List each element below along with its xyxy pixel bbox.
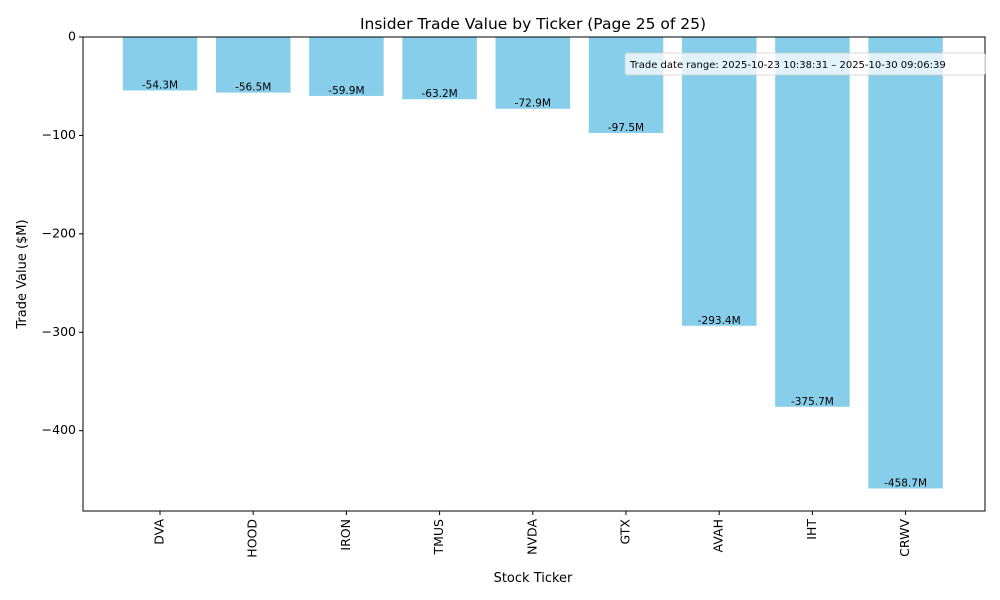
bar-labels-group: -54.3M -56.5M -59.9M -63.2M -72.9M -97.5M -293… (142, 79, 927, 489)
x-tick-label: TMUS (431, 519, 446, 556)
bar-dva (122, 37, 198, 91)
bar-hood (215, 37, 291, 93)
x-tick-label: DVA (152, 519, 167, 545)
bar-nvda (495, 37, 571, 109)
y-tick-label: −300 (42, 324, 76, 339)
bar-avah (681, 37, 757, 326)
bar-gtx (588, 37, 664, 133)
bar-value-label: -54.3M (142, 79, 178, 91)
bar-value-label: -458.7M (884, 477, 927, 489)
x-tick-label: AVAH (711, 519, 726, 552)
bar-tmus (402, 37, 477, 100)
bar-value-label: -63.2M (421, 88, 457, 100)
x-axis-title: Stock Ticker (494, 571, 573, 586)
x-tick-label: GTX (618, 519, 633, 545)
x-tick-label: IRON (338, 519, 353, 551)
y-tick-label: −400 (42, 422, 76, 437)
y-tick-label: −200 (42, 225, 76, 240)
x-tick-label: NVDA (524, 519, 539, 555)
bar-value-label: -72.9M (515, 98, 551, 110)
y-tick-label: 0 (68, 29, 76, 44)
chart-title: Insider Trade Value by Ticker (Page 25 o… (360, 15, 706, 33)
y-axis-title: Trade Value ($M) (15, 219, 30, 329)
y-axis: 0 −100 −200 −300 −400 (42, 29, 83, 437)
x-tick-label: HOOD (245, 519, 260, 558)
bar-iht (775, 37, 850, 407)
date-range-annotation: Trade date range: 2025-10-23 10:38:31 – … (624, 52, 986, 76)
bar-value-label: -56.5M (235, 82, 271, 94)
bar-value-label: -97.5M (608, 122, 644, 134)
x-tick-label: IHT (804, 519, 819, 540)
annotation-box (624, 52, 986, 76)
bar-value-label: -293.4M (698, 315, 741, 327)
bars-group (122, 37, 943, 489)
x-tick-label: CRWV (897, 519, 912, 557)
bar-crwv (868, 37, 943, 489)
bar-value-label: -375.7M (791, 396, 834, 408)
bar-iron (309, 37, 384, 96)
x-axis: DVA HOOD IRON TMUS NVDA GTX AVAH IHT CRWV (152, 511, 912, 558)
y-tick-label: −100 (42, 127, 76, 142)
plot-frame (82, 36, 986, 512)
annotation-text: Trade date range: 2025-10-23 10:38:31 – … (629, 60, 946, 71)
bar-value-label: -59.9M (328, 85, 364, 97)
